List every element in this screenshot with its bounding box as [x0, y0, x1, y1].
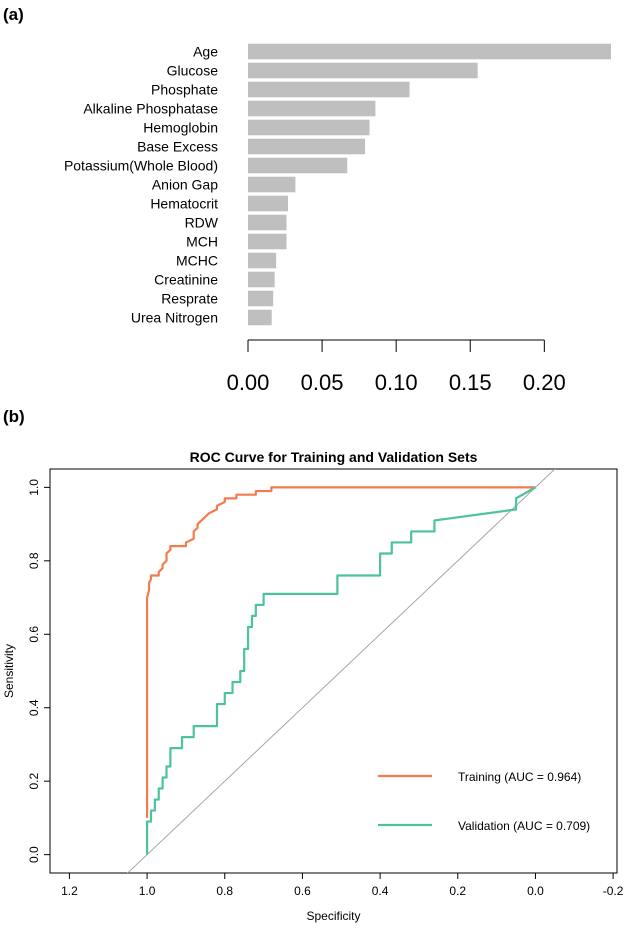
category-label-mch: MCH: [186, 234, 218, 250]
category-label-potassium-whole-blood: Potassium(Whole Blood): [64, 158, 218, 174]
bar-hemoglobin: [248, 119, 370, 136]
importance-bar-chart: Age Glucose Phosphate Alkaline Phosphatase H…: [64, 43, 611, 395]
bar-glucose: [248, 62, 478, 79]
roc-x-tick-label-2: 0.8: [216, 884, 233, 898]
roc-chart: ROC Curve for Training and Validation Se…: [2, 449, 624, 923]
bar-hematocrit: [248, 195, 288, 212]
category-label-hematocrit: Hematocrit: [150, 196, 218, 212]
roc-y-tick-label-3: 0.6: [27, 626, 41, 643]
roc-curve-validation: [145, 486, 536, 855]
roc-x-tick-label-6: 0.0: [527, 884, 544, 898]
category-label-alkaline-phosphatase: Alkaline Phosphatase: [83, 101, 218, 117]
bar-mch: [248, 233, 287, 250]
bar-mchc: [248, 252, 277, 269]
roc-y-label: Sensitivity: [2, 644, 16, 698]
category-label-hemoglobin: Hemoglobin: [143, 120, 218, 136]
roc-x-tick-label-3: 0.6: [294, 884, 311, 898]
category-label-age: Age: [193, 44, 218, 60]
roc-y-tick-label-0: 0.0: [27, 846, 41, 863]
roc-x-tick-label-5: 0.2: [449, 884, 466, 898]
roc-title: ROC Curve for Training and Validation Se…: [190, 449, 478, 465]
bar-urea-nitrogen: [248, 309, 272, 326]
category-label-base-excess: Base Excess: [137, 139, 218, 155]
bar-potassium-whole-blood: [248, 157, 348, 174]
plot-frame: [49, 468, 618, 874]
roc-x-tick-label-7: -0.2: [603, 884, 624, 898]
roc-x-tick-label-4: 0.4: [372, 884, 389, 898]
panel-label-a: (a): [3, 5, 24, 24]
category-label-mchc: MCHC: [176, 253, 218, 269]
x-tick-label-1: 0.05: [301, 370, 344, 395]
bar-rdw: [248, 214, 287, 231]
category-label-phosphate: Phosphate: [151, 82, 218, 98]
x-tick-label-2: 0.10: [375, 370, 418, 395]
bar-base-excess: [248, 138, 366, 155]
category-label-glucose: Glucose: [167, 63, 219, 79]
roc-curve-training: [145, 486, 536, 818]
bar-anion-gap: [248, 176, 296, 193]
roc-x-tick-label-1: 1.0: [139, 884, 156, 898]
roc-x-label: Specificity: [306, 909, 360, 923]
legend-label-validation: Validation (AUC = 0.709): [458, 819, 590, 833]
bar-phosphate: [248, 81, 410, 98]
bar-resprate: [248, 290, 274, 307]
x-tick-label-3: 0.15: [449, 370, 492, 395]
category-label-creatinine: Creatinine: [154, 272, 218, 288]
x-tick-label-4: 0.20: [523, 370, 566, 395]
reference-diagonal: [126, 469, 556, 873]
roc-y-tick-label-5: 1.0: [27, 479, 41, 496]
category-label-resprate: Resprate: [161, 291, 218, 307]
roc-x-tick-label-0: 1.2: [61, 884, 78, 898]
panel-label-b: (b): [3, 407, 25, 426]
category-label-urea-nitrogen: Urea Nitrogen: [131, 310, 218, 326]
category-label-anion-gap: Anion Gap: [152, 177, 218, 193]
bar-age: [248, 43, 611, 60]
roc-y-tick-label-2: 0.4: [27, 699, 41, 716]
bar-creatinine: [248, 271, 275, 288]
x-tick-label-0: 0.00: [227, 370, 270, 395]
roc-y-tick-label-4: 0.8: [27, 552, 41, 569]
category-label-rdw: RDW: [185, 215, 219, 231]
bar-alkaline-phosphatase: [248, 100, 376, 117]
legend-label-training: Training (AUC = 0.964): [458, 770, 581, 784]
roc-y-tick-label-1: 0.2: [27, 773, 41, 790]
